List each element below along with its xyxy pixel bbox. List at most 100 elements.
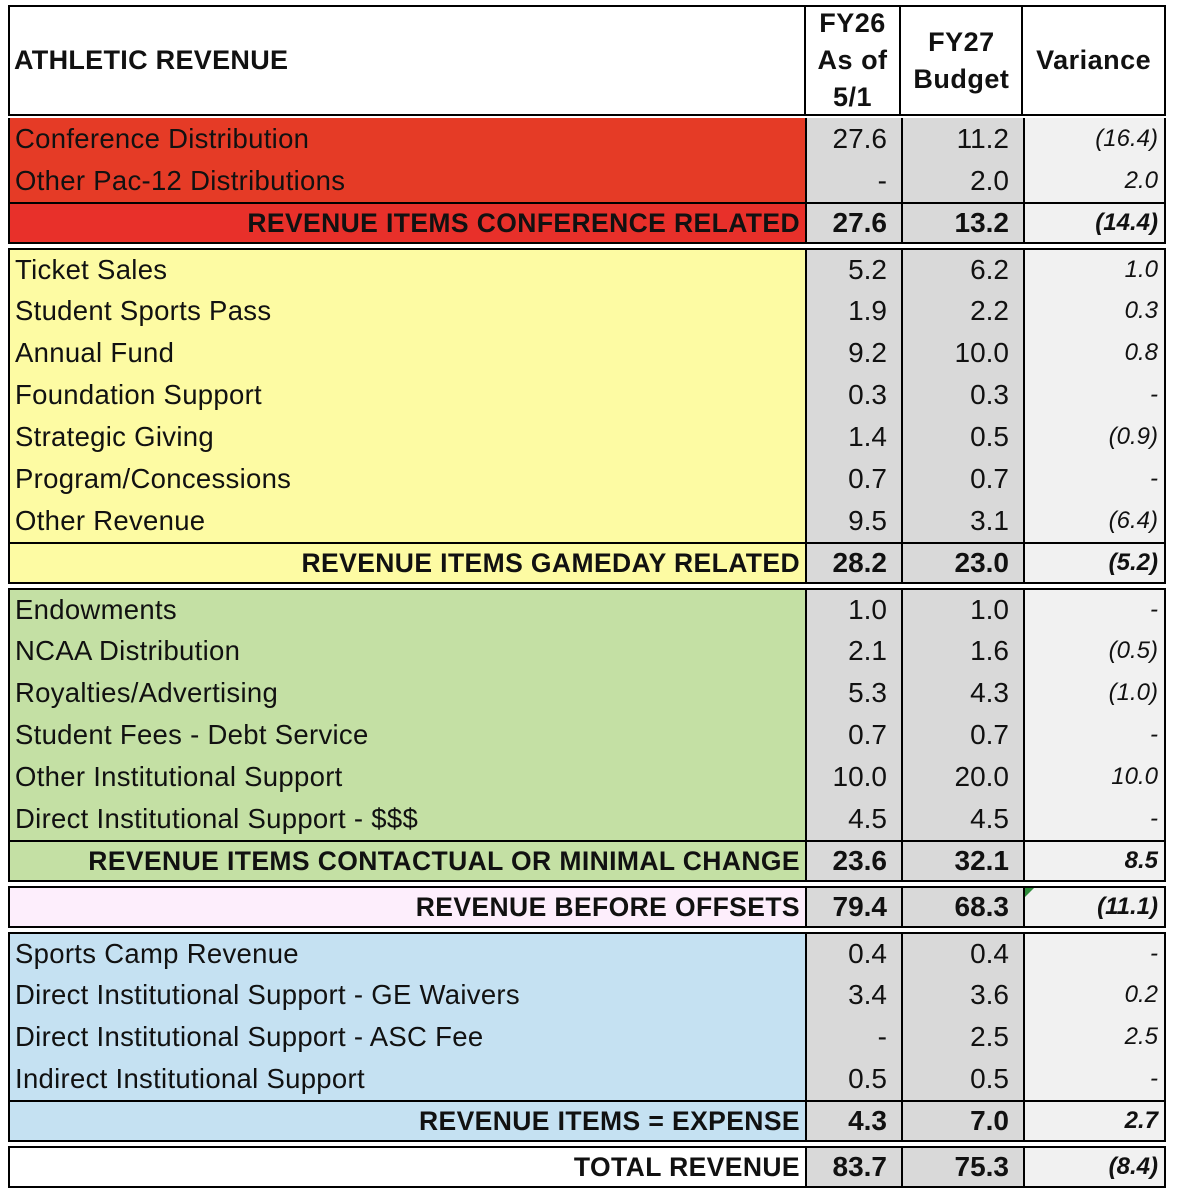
row-label: REVENUE ITEMS CONTACTUAL OR MINIMAL CHAN… xyxy=(8,842,805,880)
cell-fy27: 0.4 xyxy=(901,934,1023,974)
row-label: Endowments xyxy=(8,590,805,630)
row-label: Indirect Institutional Support xyxy=(8,1058,805,1100)
table-row: Conference Distribution 27.6 11.2 (16.4) xyxy=(8,118,1166,160)
cell-variance: 10.0 xyxy=(1023,756,1166,798)
cell-variance: 2.0 xyxy=(1023,160,1166,202)
table-title: ATHLETIC REVENUE xyxy=(14,45,289,75)
row-label: REVENUE ITEMS = EXPENSE xyxy=(8,1102,805,1140)
column-header-fy26: FY26 As of 5/1 xyxy=(803,7,900,114)
cell-variance: 2.7 xyxy=(1023,1102,1166,1140)
cell-fy27: 0.5 xyxy=(901,1058,1023,1100)
table-row: Other Institutional Support 10.0 20.0 10.0 xyxy=(8,756,1166,798)
row-label: Direct Institutional Support - ASC Fee xyxy=(8,1016,805,1058)
cell-fy26: 5.3 xyxy=(805,672,901,714)
column-header-variance-label: Variance xyxy=(1036,45,1152,75)
cell-fy26: 1.4 xyxy=(805,416,901,458)
cell-variance: - xyxy=(1023,934,1166,974)
cell-variance: (8.4) xyxy=(1023,1148,1166,1186)
cell-fy27: 7.0 xyxy=(901,1102,1023,1140)
cell-fy27: 10.0 xyxy=(901,332,1023,374)
cell-fy26: 9.2 xyxy=(805,332,901,374)
table-row: Direct Institutional Support - GE Waiver… xyxy=(8,974,1166,1016)
cell-fy27: 3.1 xyxy=(901,500,1023,542)
cell-fy27: 2.0 xyxy=(901,160,1023,202)
cell-fy26: 23.6 xyxy=(805,842,901,880)
cell-fy26: 83.7 xyxy=(805,1148,901,1186)
cell-comment-marker xyxy=(1025,888,1034,897)
row-label: Other Institutional Support xyxy=(8,756,805,798)
cell-fy27: 1.0 xyxy=(901,590,1023,630)
cell-fy26: 4.5 xyxy=(805,798,901,840)
subtotal-row: REVENUE ITEMS CONTACTUAL OR MINIMAL CHAN… xyxy=(8,840,1166,882)
row-label: Student Fees - Debt Service xyxy=(8,714,805,756)
cell-variance: 1.0 xyxy=(1023,250,1166,290)
cell-variance: (0.9) xyxy=(1023,416,1166,458)
cell-fy27: 4.5 xyxy=(901,798,1023,840)
cell-fy26: 0.5 xyxy=(805,1058,901,1100)
table-row: Student Fees - Debt Service 0.7 0.7- xyxy=(8,714,1166,756)
grand-total-row: TOTAL REVENUE 83.7 75.3 (8.4) xyxy=(8,1146,1166,1188)
table-row: NCAA Distribution 2.1 1.6 (0.5) xyxy=(8,630,1166,672)
cell-variance: - xyxy=(1023,458,1166,500)
table-header: ATHLETIC REVENUE FY26 As of 5/1 FY27 Bud… xyxy=(8,5,1166,116)
column-header-fy26-line: As of xyxy=(817,45,888,75)
row-label: Sports Camp Revenue xyxy=(8,934,805,974)
cell-fy26: 1.9 xyxy=(805,290,901,332)
cell-fy26: 0.7 xyxy=(805,458,901,500)
cell-fy26: - xyxy=(805,160,901,202)
cell-variance: (14.4) xyxy=(1023,204,1166,242)
cell-fy27: 0.7 xyxy=(901,714,1023,756)
cell-variance: 2.5 xyxy=(1023,1016,1166,1058)
cell-fy26: 9.5 xyxy=(805,500,901,542)
cell-variance: (5.2) xyxy=(1023,544,1166,582)
cell-fy26: 10.0 xyxy=(805,756,901,798)
row-label: NCAA Distribution xyxy=(8,630,805,672)
table-row: Sports Camp Revenue 0.4 0.4- xyxy=(8,932,1166,974)
cell-fy27: 23.0 xyxy=(901,544,1023,582)
row-label: Direct Institutional Support - $$$ xyxy=(8,798,805,840)
cell-fy26: 2.1 xyxy=(805,630,901,672)
row-label: Other Revenue xyxy=(8,500,805,542)
column-header-variance: Variance xyxy=(1021,7,1164,114)
table-row: Ticket Sales 5.2 6.2 1.0 xyxy=(8,248,1166,290)
cell-variance: 8.5 xyxy=(1023,842,1166,880)
cell-fy26: 1.0 xyxy=(805,590,901,630)
table-row: Strategic Giving 1.4 0.5 (0.9) xyxy=(8,416,1166,458)
cell-fy26: 28.2 xyxy=(805,544,901,582)
row-label: Strategic Giving xyxy=(8,416,805,458)
cell-fy27: 0.3 xyxy=(901,374,1023,416)
cell-fy27: 32.1 xyxy=(901,842,1023,880)
cell-fy26: - xyxy=(805,1016,901,1058)
row-label: Conference Distribution xyxy=(8,118,805,160)
cell-fy26: 0.4 xyxy=(805,934,901,974)
cell-variance: - xyxy=(1023,714,1166,756)
table-row: Other Revenue 9.5 3.1 (6.4) xyxy=(8,500,1166,542)
cell-variance: (1.0) xyxy=(1023,672,1166,714)
column-header-fy26-line: 5/1 xyxy=(833,82,873,112)
row-label: Foundation Support xyxy=(8,374,805,416)
cell-variance: (0.5) xyxy=(1023,630,1166,672)
row-label: REVENUE BEFORE OFFSETS xyxy=(8,888,805,926)
revenue-before-offsets-row: REVENUE BEFORE OFFSETS 79.4 68.3 (11.1) xyxy=(8,886,1166,928)
cell-variance: (11.1) xyxy=(1023,888,1166,926)
table-row: Other Pac-12 Distributions -2.0 2.0 xyxy=(8,160,1166,202)
column-header-fy27: FY27 Budget xyxy=(899,7,1021,114)
cell-fy27: 68.3 xyxy=(901,888,1023,926)
column-header-fy27-line: Budget xyxy=(913,63,1010,94)
cell-variance: 0.8 xyxy=(1023,332,1166,374)
cell-fy26: 27.6 xyxy=(805,118,901,160)
cell-variance: 0.3 xyxy=(1023,290,1166,332)
subtotal-row: REVENUE ITEMS GAMEDAY RELATED 28.2 23.0 (5.… xyxy=(8,542,1166,584)
cell-variance: 0.2 xyxy=(1023,974,1166,1016)
row-label: REVENUE ITEMS CONFERENCE RELATED xyxy=(8,204,805,242)
table-row: Annual Fund 9.2 10.0 0.8 xyxy=(8,332,1166,374)
row-label: TOTAL REVENUE xyxy=(8,1148,805,1186)
cell-fy26: 5.2 xyxy=(805,250,901,290)
cell-variance: (16.4) xyxy=(1023,118,1166,160)
column-header-fy27-line: FY27 xyxy=(928,26,995,57)
table-row: Student Sports Pass 1.9 2.2 0.3 xyxy=(8,290,1166,332)
row-label: Royalties/Advertising xyxy=(8,672,805,714)
table-row: Direct Institutional Support - ASC Fee - 2… xyxy=(8,1016,1166,1058)
cell-fy26: 0.3 xyxy=(805,374,901,416)
cell-fy27: 4.3 xyxy=(901,672,1023,714)
